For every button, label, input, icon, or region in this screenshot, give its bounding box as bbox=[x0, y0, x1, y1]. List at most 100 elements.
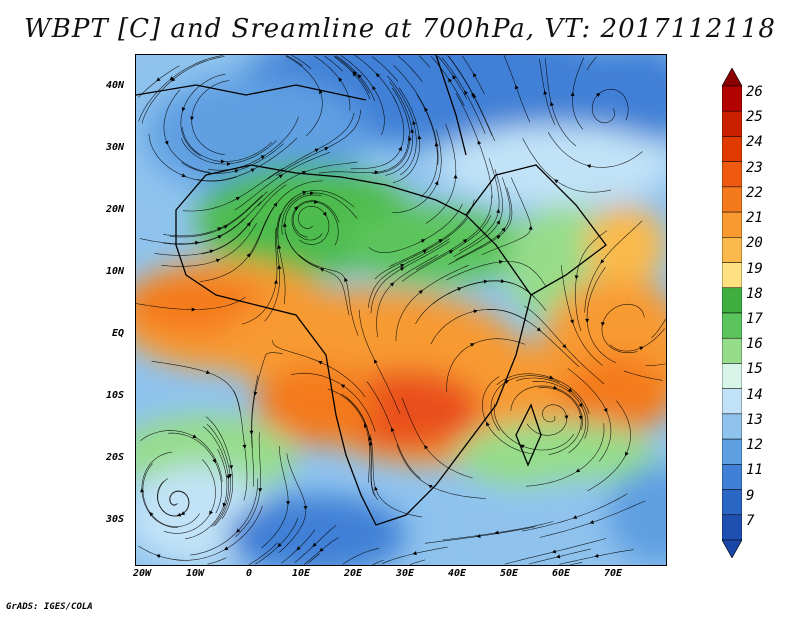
streamline-arrow bbox=[314, 148, 319, 153]
streamline-arrow bbox=[448, 78, 453, 83]
lon-label-0: 0 bbox=[246, 568, 253, 579]
streamline-arrow bbox=[549, 375, 554, 380]
lon-label-40e: 40E bbox=[448, 568, 467, 579]
streamline bbox=[376, 254, 439, 338]
streamline bbox=[297, 205, 330, 245]
streamline-arrow bbox=[217, 227, 222, 231]
colorbar-segment bbox=[722, 413, 742, 440]
streamline bbox=[257, 161, 358, 207]
colorbar-segment bbox=[722, 388, 742, 415]
streamline-arrow bbox=[418, 290, 423, 295]
colorbar-segment bbox=[722, 85, 742, 112]
streamline-arrow bbox=[286, 501, 291, 506]
streamline-arrow bbox=[303, 505, 308, 511]
streamline-arrow bbox=[601, 321, 605, 327]
streamline-arrow bbox=[149, 511, 154, 517]
streamline-arrow bbox=[585, 318, 590, 323]
lat-label-20n: 20N bbox=[106, 204, 125, 215]
lon-label-10w: 10W bbox=[186, 568, 205, 579]
streamline-arrow bbox=[229, 465, 234, 470]
colorbar-label: 24 bbox=[746, 134, 763, 151]
streamline-arrow bbox=[246, 253, 251, 258]
streamline-arrow bbox=[434, 142, 439, 147]
lat-label-20s: 20S bbox=[106, 452, 125, 463]
streamline-arrow bbox=[322, 211, 327, 217]
streamline bbox=[645, 363, 666, 366]
colorbar-segment bbox=[722, 514, 742, 541]
colorbar-label: 12 bbox=[746, 437, 763, 454]
streamline-arrow bbox=[595, 92, 601, 97]
streamline bbox=[538, 387, 582, 455]
streamline bbox=[168, 432, 223, 514]
streamline-arrow bbox=[473, 309, 478, 314]
streamline bbox=[182, 167, 284, 212]
streamline-arrow bbox=[319, 268, 325, 272]
streamline bbox=[442, 521, 554, 541]
lon-label-60e: 60E bbox=[552, 568, 571, 579]
streamline-arrow bbox=[389, 282, 395, 287]
colorbar-label: 15 bbox=[746, 361, 763, 378]
streamline-arrow bbox=[536, 327, 542, 332]
colorbar-label: 23 bbox=[746, 159, 763, 176]
streamline-arrow bbox=[253, 391, 258, 396]
streamline-arrow bbox=[473, 72, 477, 78]
streamline-arrow bbox=[277, 542, 282, 548]
streamline-arrow bbox=[227, 473, 232, 479]
colorbar-segment bbox=[722, 186, 742, 213]
colorbar-segment bbox=[722, 262, 742, 289]
lon-label-20w: 20W bbox=[133, 568, 152, 579]
streamline bbox=[441, 57, 486, 134]
streamline-arrow bbox=[277, 264, 282, 269]
streamline bbox=[587, 400, 631, 492]
streamline-arrow bbox=[496, 220, 500, 225]
streamline-arrow bbox=[424, 107, 429, 112]
streamline bbox=[415, 195, 492, 271]
colorbar-segment bbox=[722, 287, 742, 314]
streamline bbox=[341, 393, 375, 496]
streamline-arrow bbox=[462, 239, 468, 244]
streamline-arrow bbox=[555, 554, 561, 559]
streamline bbox=[418, 55, 431, 68]
streamline-arrow bbox=[164, 140, 169, 146]
streamline-arrow bbox=[278, 174, 283, 179]
streamline-arrow bbox=[170, 77, 176, 82]
streamline-arrow bbox=[412, 120, 417, 125]
streamline bbox=[142, 463, 200, 528]
streamline-arrow bbox=[400, 264, 405, 268]
streamline bbox=[609, 328, 666, 352]
streamline-arrow bbox=[352, 72, 357, 77]
lat-label-10s: 10S bbox=[106, 390, 125, 401]
streamline-arrow bbox=[236, 528, 241, 533]
streamline-arrow bbox=[312, 542, 317, 547]
streamline-arrow bbox=[181, 107, 186, 112]
streamline-arrow bbox=[277, 244, 282, 249]
streamline-arrow bbox=[375, 73, 381, 78]
streamline bbox=[567, 368, 612, 462]
streamline bbox=[482, 376, 534, 455]
streamline-arrow bbox=[553, 385, 558, 390]
lon-label-70e: 70E bbox=[604, 568, 623, 579]
colorbar-max-arrow bbox=[722, 68, 742, 87]
streamline bbox=[510, 385, 583, 430]
lon-label-20e: 20E bbox=[344, 568, 363, 579]
streamline-arrow bbox=[570, 319, 574, 324]
temperature-shading bbox=[136, 55, 666, 565]
streamline-arrow bbox=[226, 475, 231, 480]
streamline bbox=[391, 129, 442, 213]
streamline-arrow bbox=[340, 384, 346, 389]
streamline bbox=[264, 213, 281, 322]
colorbar-label: 18 bbox=[746, 285, 763, 302]
streamline-arrow bbox=[191, 307, 196, 312]
streamline bbox=[526, 404, 568, 436]
lat-label-eq: EQ bbox=[112, 328, 125, 339]
colorbar-label: 25 bbox=[746, 109, 763, 126]
streamline-arrow bbox=[324, 147, 329, 151]
streamline bbox=[372, 559, 384, 565]
streamline-arrow bbox=[586, 164, 592, 169]
footer-credit: GrADS: IGES/COLA bbox=[6, 602, 93, 612]
lat-label-30s: 30S bbox=[106, 514, 125, 525]
streamline bbox=[291, 55, 312, 70]
streamline-arrow bbox=[434, 180, 439, 186]
streamlines bbox=[136, 55, 666, 565]
colorbar-label: 16 bbox=[746, 336, 763, 353]
